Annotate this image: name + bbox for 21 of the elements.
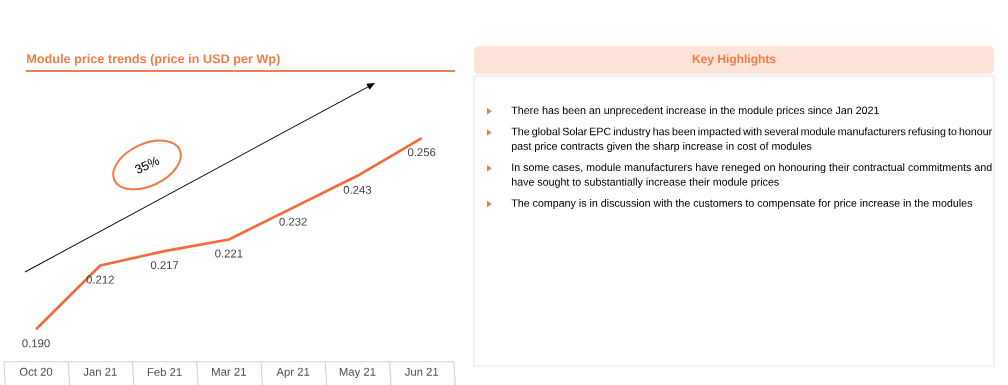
data-label: 0.232 [279, 217, 307, 226]
text: In some cases, module manufacturers have reneged on honouring their contractual commitments and have sought to substantially increase their module prices [512, 163, 992, 188]
annotation: 35% [135, 156, 160, 174]
chart-title: Module price trends (price in USD per Wp) [27, 53, 280, 66]
x-tick-label: Mar 21 [212, 367, 246, 376]
data-label: 0.217 [150, 261, 179, 270]
x-tick-label: Oct 20 [19, 367, 53, 376]
x-tick-label: Jan 21 [83, 367, 117, 376]
data-label: 0.190 [22, 339, 50, 348]
x-tick-label: May 21 [339, 367, 376, 379]
text: The company is in discussion with the customers to compensate for price increase in the modules [511, 199, 973, 209]
text: Key Highlights [692, 54, 776, 66]
data-label: 0.212 [86, 275, 114, 284]
text: The global Solar EPC industry has been impacted with several module manufacturers refusing to honour past price contracts given the sharp increase in cost of modules [511, 127, 992, 153]
data-label: 0.243 [343, 185, 372, 194]
x-tick-label: Feb 21 [147, 367, 182, 377]
x-tick-label: Jun 21 [404, 367, 439, 376]
text: There has been an unprecedent increase in the module prices since Jan 2021 [511, 106, 879, 117]
data-label: 0.221 [215, 249, 243, 258]
x-tick-label: Apr 21 [276, 367, 310, 379]
data-label: 0.256 [407, 148, 436, 157]
